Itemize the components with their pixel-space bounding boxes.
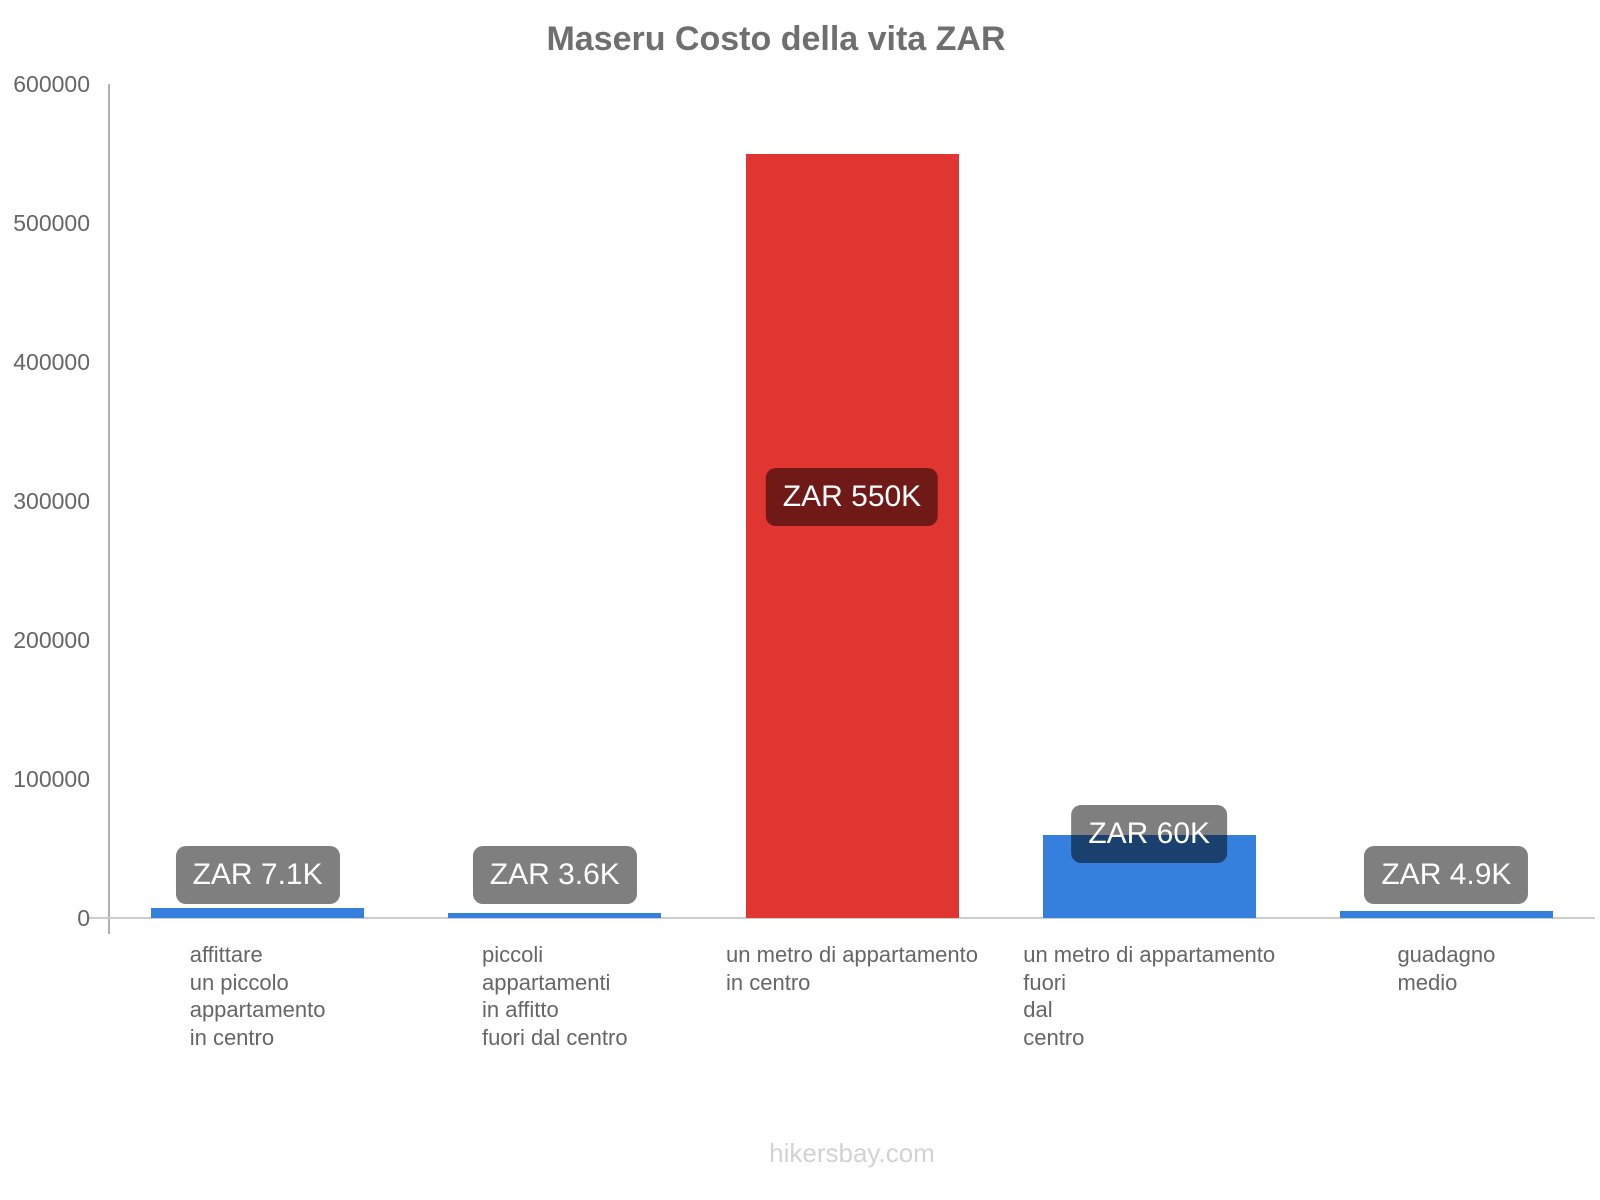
value-label-1: ZAR 7.1K (175, 846, 340, 904)
y-tick-label: 400000 (13, 349, 90, 375)
category-label-line: in centro (189, 1024, 275, 1050)
category-label-3: un metro di appartamento in centro (726, 941, 978, 996)
category-label-line: un piccolo (189, 969, 289, 995)
y-tick-label: 0 (77, 905, 90, 931)
y-axis-line (108, 84, 110, 934)
category-label-2: piccoli appartamenti in affitto fuori dal c… (482, 941, 628, 1051)
category-label-line: fuori dal centro (482, 1024, 628, 1050)
value-label-3: ZAR 550K (765, 468, 939, 527)
category-label-line: affittare (189, 942, 263, 967)
category-label-line: medio (1397, 969, 1458, 995)
footer-watermark: hikersbay.com (769, 1138, 935, 1168)
category-label-line: centro (1023, 1024, 1085, 1050)
bar-2 (448, 912, 662, 918)
category-label-line: fuori (1023, 969, 1067, 995)
bar-1 (151, 908, 365, 918)
category-label-line: un metro di appartamento (1023, 942, 1276, 967)
y-tick-label: 100000 (13, 766, 90, 792)
y-tick-label: 300000 (13, 488, 90, 514)
category-label-line: dal (1023, 997, 1053, 1022)
bar-5 (1339, 911, 1553, 918)
category-label-line: in affitto (482, 997, 559, 1022)
category-label-line: appartamenti (482, 969, 611, 995)
value-label-5: ZAR 4.9K (1364, 846, 1529, 904)
x-axis-line (89, 917, 1595, 919)
bar-3 (745, 153, 959, 918)
value-label-4: ZAR 60K (1071, 805, 1228, 864)
category-label-5: guadagno medio (1397, 941, 1495, 996)
y-tick-label: 200000 (13, 627, 90, 653)
chart-title: Maseru Costo della vita ZAR (546, 20, 1006, 58)
value-label-2: ZAR 3.6K (472, 846, 637, 904)
category-label-1: affittare un piccolo appartamento in centro (190, 941, 326, 1051)
category-label-line: in centro (726, 969, 811, 995)
category-label-line: piccoli (482, 942, 544, 967)
category-label-line: guadagno (1397, 942, 1496, 967)
category-label-line: un metro di appartamento (726, 942, 978, 967)
category-label-4: un metro di appartamento fuori dal centro (1023, 941, 1275, 1051)
category-label-line: appartamento (189, 997, 326, 1022)
y-tick-label: 600000 (13, 71, 90, 97)
y-tick-label: 500000 (13, 210, 90, 236)
